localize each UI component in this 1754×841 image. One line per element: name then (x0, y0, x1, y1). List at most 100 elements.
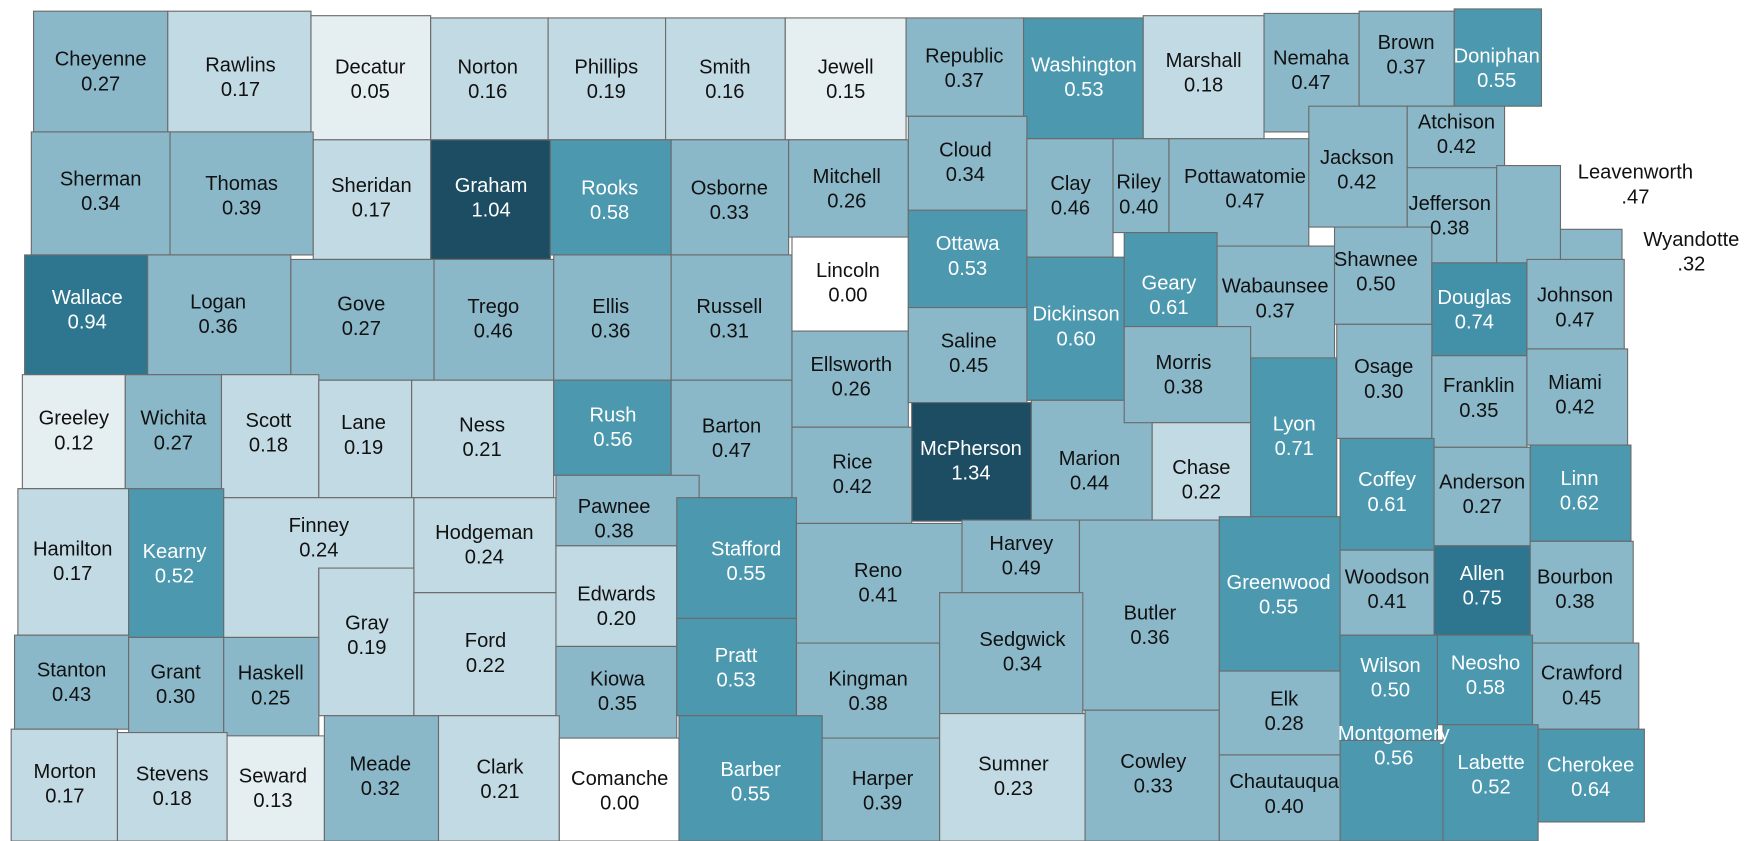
county-value: 0.26 (832, 379, 871, 401)
county-value: 0.74 (1455, 312, 1494, 334)
county-value: 0.00 (828, 285, 867, 307)
county-name: Pottawatomie (1184, 166, 1306, 188)
county (1560, 229, 1622, 263)
county-name: Barton (702, 416, 761, 438)
county-value: 0.17 (221, 79, 260, 101)
county (789, 140, 909, 237)
county-value: 0.28 (1265, 713, 1304, 735)
county-value: 0.22 (1182, 482, 1221, 504)
county-value: 0.39 (863, 792, 902, 814)
county-name: Cheyenne (55, 49, 147, 71)
county-name: Rooks (581, 177, 638, 199)
county-name: Hamilton (33, 539, 112, 561)
county-name: Shawnee (1334, 249, 1418, 271)
county-value: 0.19 (587, 81, 626, 103)
county (677, 618, 797, 715)
county-name: Labette (1458, 752, 1525, 774)
county-name: Linn (1560, 468, 1598, 490)
county-value: 0.21 (463, 439, 502, 461)
county-name: Franklin (1443, 375, 1515, 397)
county-value: 0.27 (1463, 496, 1502, 518)
county-value: 0.56 (1374, 748, 1413, 770)
county-value: 0.61 (1368, 494, 1407, 516)
county-value: 0.42 (1555, 397, 1594, 419)
county (796, 523, 962, 643)
county-value: 0.39 (222, 197, 261, 219)
county-name: Sedgwick (979, 629, 1066, 651)
county-name: Coffey (1358, 469, 1417, 491)
county-value: 0.16 (468, 81, 507, 103)
county (148, 255, 291, 375)
county-value: 0.24 (299, 540, 338, 562)
county-name: Mitchell (813, 166, 881, 188)
county-name: Osage (1354, 356, 1413, 378)
county-value: 0.47 (712, 440, 751, 462)
county-name: Rice (832, 451, 872, 473)
county-name: Stevens (136, 763, 209, 785)
county (785, 18, 906, 140)
county-value: 0.38 (1164, 376, 1203, 398)
county-value: 0.43 (52, 684, 91, 706)
county-name: Sherman (60, 168, 142, 190)
county-name: Dickinson (1032, 304, 1119, 326)
county-name: Comanche (571, 768, 668, 790)
county-value: 0.41 (859, 584, 898, 606)
county-name: Ford (465, 630, 506, 652)
county-name: Kearny (143, 541, 208, 563)
county-name: Bourbon (1537, 567, 1613, 589)
county-name: Barber (720, 759, 781, 781)
county-value: 0.47 (1225, 191, 1264, 213)
county-value: 0.60 (1057, 328, 1096, 350)
county-name: Gove (337, 294, 385, 316)
county-name: Pawnee (578, 496, 651, 518)
county-name: Saline (941, 331, 997, 353)
county-name: Rawlins (205, 54, 275, 76)
county-value: 0.13 (253, 790, 292, 812)
county-name: Neosho (1451, 653, 1520, 675)
county-name: Trego (467, 296, 519, 318)
county-value: 0.05 (351, 81, 390, 103)
county-name: Phillips (574, 57, 638, 79)
county-name: Geary (1142, 272, 1198, 294)
county-name: Grant (150, 662, 201, 684)
county-value: 0.55 (727, 563, 766, 585)
county (1124, 327, 1250, 423)
county-value: 0.17 (53, 563, 92, 585)
county-name: Smith (699, 57, 750, 79)
county-value: 0.19 (344, 437, 383, 459)
county-name: Wyandotte (1643, 229, 1739, 251)
county-value: 0.36 (591, 320, 630, 342)
county-name: Allen (1460, 563, 1505, 585)
county-value: 0.33 (1134, 776, 1173, 798)
county-value: 0.18 (153, 788, 192, 810)
county-value: 0.49 (1002, 558, 1041, 580)
county-value: 0.23 (994, 778, 1033, 800)
county-name: Washington (1031, 54, 1137, 76)
county-name: Anderson (1439, 471, 1525, 493)
county-name: Ottawa (936, 233, 1001, 255)
county-value: 1.04 (471, 200, 510, 222)
county-value: 1.34 (951, 462, 990, 484)
county-name: Norton (458, 57, 518, 79)
county-value: 0.32 (361, 778, 400, 800)
county-name: Riley (1116, 172, 1162, 194)
county-name: Ellsworth (810, 354, 892, 376)
county-name: Meade (350, 753, 412, 775)
county-value: 0.38 (848, 693, 887, 715)
county-name: Nemaha (1273, 48, 1350, 70)
county-value: 0.30 (156, 686, 195, 708)
county-value: 0.53 (948, 258, 987, 280)
county (666, 18, 786, 140)
county-name: Logan (190, 291, 246, 313)
county-name: Cherokee (1547, 754, 1634, 776)
county-name: Wichita (140, 408, 207, 430)
county-name: Morton (34, 761, 97, 783)
county-value: 0.36 (1130, 627, 1169, 649)
county-name: Atchison (1418, 111, 1495, 133)
county-name: Greeley (39, 408, 110, 430)
county-value: 0.00 (600, 792, 639, 814)
county-value: 0.27 (154, 432, 193, 454)
county-name: Russell (696, 296, 762, 318)
county (414, 498, 556, 593)
county-value: 0.52 (155, 565, 194, 587)
